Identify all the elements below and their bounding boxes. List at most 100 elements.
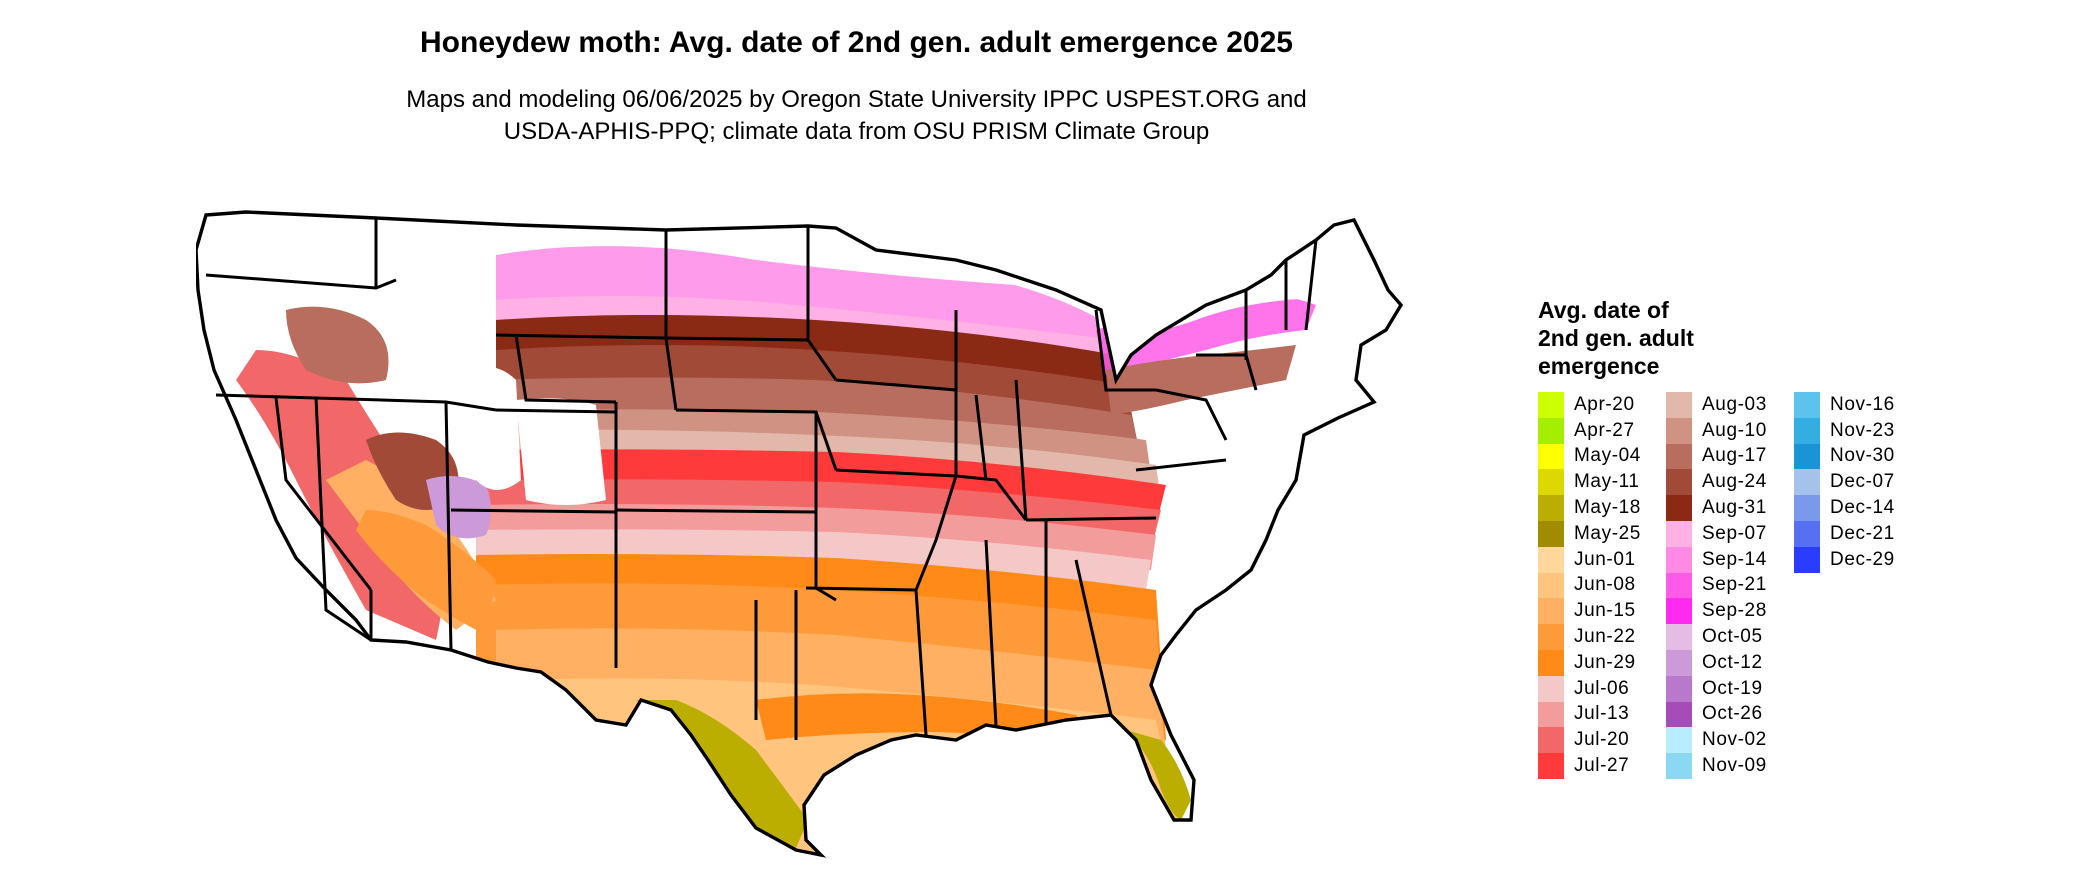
subtitle-line-2: USDA-APHIS-PPQ; climate data from OSU PR… bbox=[503, 118, 1210, 145]
legend-item: Sep-28 bbox=[1666, 598, 1767, 625]
legend-swatch bbox=[1538, 417, 1564, 444]
legend-swatch bbox=[1538, 546, 1564, 573]
legend-swatch bbox=[1794, 443, 1820, 470]
legend-label: Nov-30 bbox=[1830, 445, 1895, 467]
legend-item: Aug-24 bbox=[1666, 469, 1767, 496]
legend-label: Nov-23 bbox=[1830, 419, 1895, 441]
legend-swatch bbox=[1666, 701, 1692, 728]
legend-column-2: Aug-03 Aug-10 Aug-17 Aug-24 Aug-31 Sep-07 Sep-… bbox=[1666, 392, 1767, 779]
legend-item: May-18 bbox=[1538, 495, 1641, 521]
legend-swatch bbox=[1538, 495, 1564, 521]
legend-item: May-25 bbox=[1538, 520, 1641, 547]
legend-swatch bbox=[1666, 443, 1692, 470]
legend-swatch bbox=[1666, 392, 1692, 418]
legend-label: Apr-20 bbox=[1574, 393, 1635, 415]
legend-swatch bbox=[1666, 675, 1692, 702]
legend-item: Jun-15 bbox=[1538, 598, 1641, 625]
legend-item: Aug-17 bbox=[1666, 443, 1767, 470]
legend-label: Jul-06 bbox=[1574, 677, 1630, 699]
legend-swatch bbox=[1538, 572, 1564, 599]
legend-label: Jul-20 bbox=[1574, 729, 1630, 751]
legend-swatch bbox=[1794, 495, 1820, 521]
legend-title-line-2: 2nd gen. adult bbox=[1538, 325, 1694, 351]
legend-column-1: Apr-20 Apr-27 May-04 May-11 May-18 May-25 Jun-… bbox=[1538, 392, 1641, 779]
legend-item: Aug-10 bbox=[1666, 417, 1767, 444]
legend-label: May-11 bbox=[1574, 471, 1640, 493]
legend-item: Dec-29 bbox=[1794, 546, 1895, 573]
legend-item: Aug-31 bbox=[1666, 495, 1767, 521]
map-subtitle: Maps and modeling 06/06/2025 by Oregon S… bbox=[0, 84, 1713, 148]
legend-swatch bbox=[1538, 469, 1564, 496]
legend-item: May-11 bbox=[1538, 469, 1641, 496]
legend: Avg. date of 2nd gen. adult emergence Ap… bbox=[1538, 296, 2058, 792]
legend-item: Jun-22 bbox=[1538, 624, 1641, 650]
legend-label: Oct-05 bbox=[1702, 626, 1763, 648]
legend-item: Oct-12 bbox=[1666, 649, 1767, 676]
legend-item: Oct-26 bbox=[1666, 701, 1767, 728]
legend-item: Jul-27 bbox=[1538, 753, 1641, 779]
us-emergence-map bbox=[196, 180, 1516, 885]
legend-item: Nov-09 bbox=[1666, 753, 1767, 779]
legend-label: Aug-24 bbox=[1702, 471, 1767, 493]
legend-item: Oct-19 bbox=[1666, 675, 1767, 702]
legend-item: Sep-21 bbox=[1666, 572, 1767, 599]
legend-swatch bbox=[1666, 469, 1692, 496]
legend-label: May-18 bbox=[1574, 497, 1641, 519]
legend-label: Aug-03 bbox=[1702, 393, 1767, 415]
legend-swatch bbox=[1666, 598, 1692, 625]
legend-item: Dec-14 bbox=[1794, 495, 1895, 521]
legend-swatch bbox=[1538, 649, 1564, 676]
legend-item: Jun-01 bbox=[1538, 546, 1641, 573]
state-boundaries bbox=[196, 210, 1403, 857]
legend-title: Avg. date of 2nd gen. adult emergence bbox=[1538, 296, 2058, 380]
legend-label: Jun-29 bbox=[1574, 651, 1636, 673]
legend-label: May-25 bbox=[1574, 522, 1641, 544]
legend-label: Apr-27 bbox=[1574, 419, 1635, 441]
legend-item: Jul-06 bbox=[1538, 675, 1641, 702]
legend-label: Nov-02 bbox=[1702, 729, 1767, 751]
legend-swatch bbox=[1666, 649, 1692, 676]
legend-swatch bbox=[1538, 443, 1564, 470]
legend-label: Nov-09 bbox=[1702, 755, 1767, 777]
legend-label: May-04 bbox=[1574, 445, 1641, 467]
legend-item: Jun-29 bbox=[1538, 649, 1641, 676]
legend-title-line-3: emergence bbox=[1538, 353, 1660, 379]
legend-item: Jul-13 bbox=[1538, 701, 1641, 728]
legend-item: Nov-23 bbox=[1794, 417, 1895, 444]
legend-item: Sep-07 bbox=[1666, 520, 1767, 547]
legend-swatch bbox=[1538, 701, 1564, 728]
legend-swatch bbox=[1538, 727, 1564, 754]
legend-item: Jun-08 bbox=[1538, 572, 1641, 599]
legend-item: Nov-02 bbox=[1666, 727, 1767, 754]
legend-item: Dec-07 bbox=[1794, 469, 1895, 496]
legend-label: Oct-19 bbox=[1702, 677, 1763, 699]
legend-label: Jul-27 bbox=[1574, 755, 1630, 777]
legend-label: Dec-14 bbox=[1830, 497, 1895, 519]
legend-swatch bbox=[1666, 624, 1692, 650]
legend-label: Aug-17 bbox=[1702, 445, 1767, 467]
legend-swatch bbox=[1666, 495, 1692, 521]
subtitle-line-1: Maps and modeling 06/06/2025 by Oregon S… bbox=[406, 86, 1307, 113]
legend-label: Dec-29 bbox=[1830, 548, 1895, 570]
legend-swatch bbox=[1794, 546, 1820, 573]
legend-label: Jun-15 bbox=[1574, 600, 1636, 622]
legend-item: Apr-27 bbox=[1538, 417, 1641, 444]
legend-item: Oct-05 bbox=[1666, 624, 1767, 650]
legend-label: Oct-12 bbox=[1702, 651, 1763, 673]
legend-title-line-1: Avg. date of bbox=[1538, 297, 1669, 323]
legend-item: Dec-21 bbox=[1794, 520, 1895, 547]
legend-swatch bbox=[1538, 675, 1564, 702]
legend-item: Apr-20 bbox=[1538, 392, 1641, 418]
legend-swatch bbox=[1666, 417, 1692, 444]
legend-label: Aug-31 bbox=[1702, 497, 1767, 519]
legend-label: Sep-28 bbox=[1702, 600, 1767, 622]
map-svg bbox=[196, 210, 1403, 857]
legend-swatch bbox=[1794, 417, 1820, 444]
legend-swatch bbox=[1538, 598, 1564, 625]
legend-item: Jul-20 bbox=[1538, 727, 1641, 754]
legend-swatch bbox=[1538, 392, 1564, 418]
legend-swatch bbox=[1666, 520, 1692, 547]
legend-item: Aug-03 bbox=[1666, 392, 1767, 418]
legend-column-3: Nov-16 Nov-23 Nov-30 Dec-07 Dec-14 Dec-21 Dec-… bbox=[1794, 392, 1895, 573]
legend-item: Nov-30 bbox=[1794, 443, 1895, 470]
